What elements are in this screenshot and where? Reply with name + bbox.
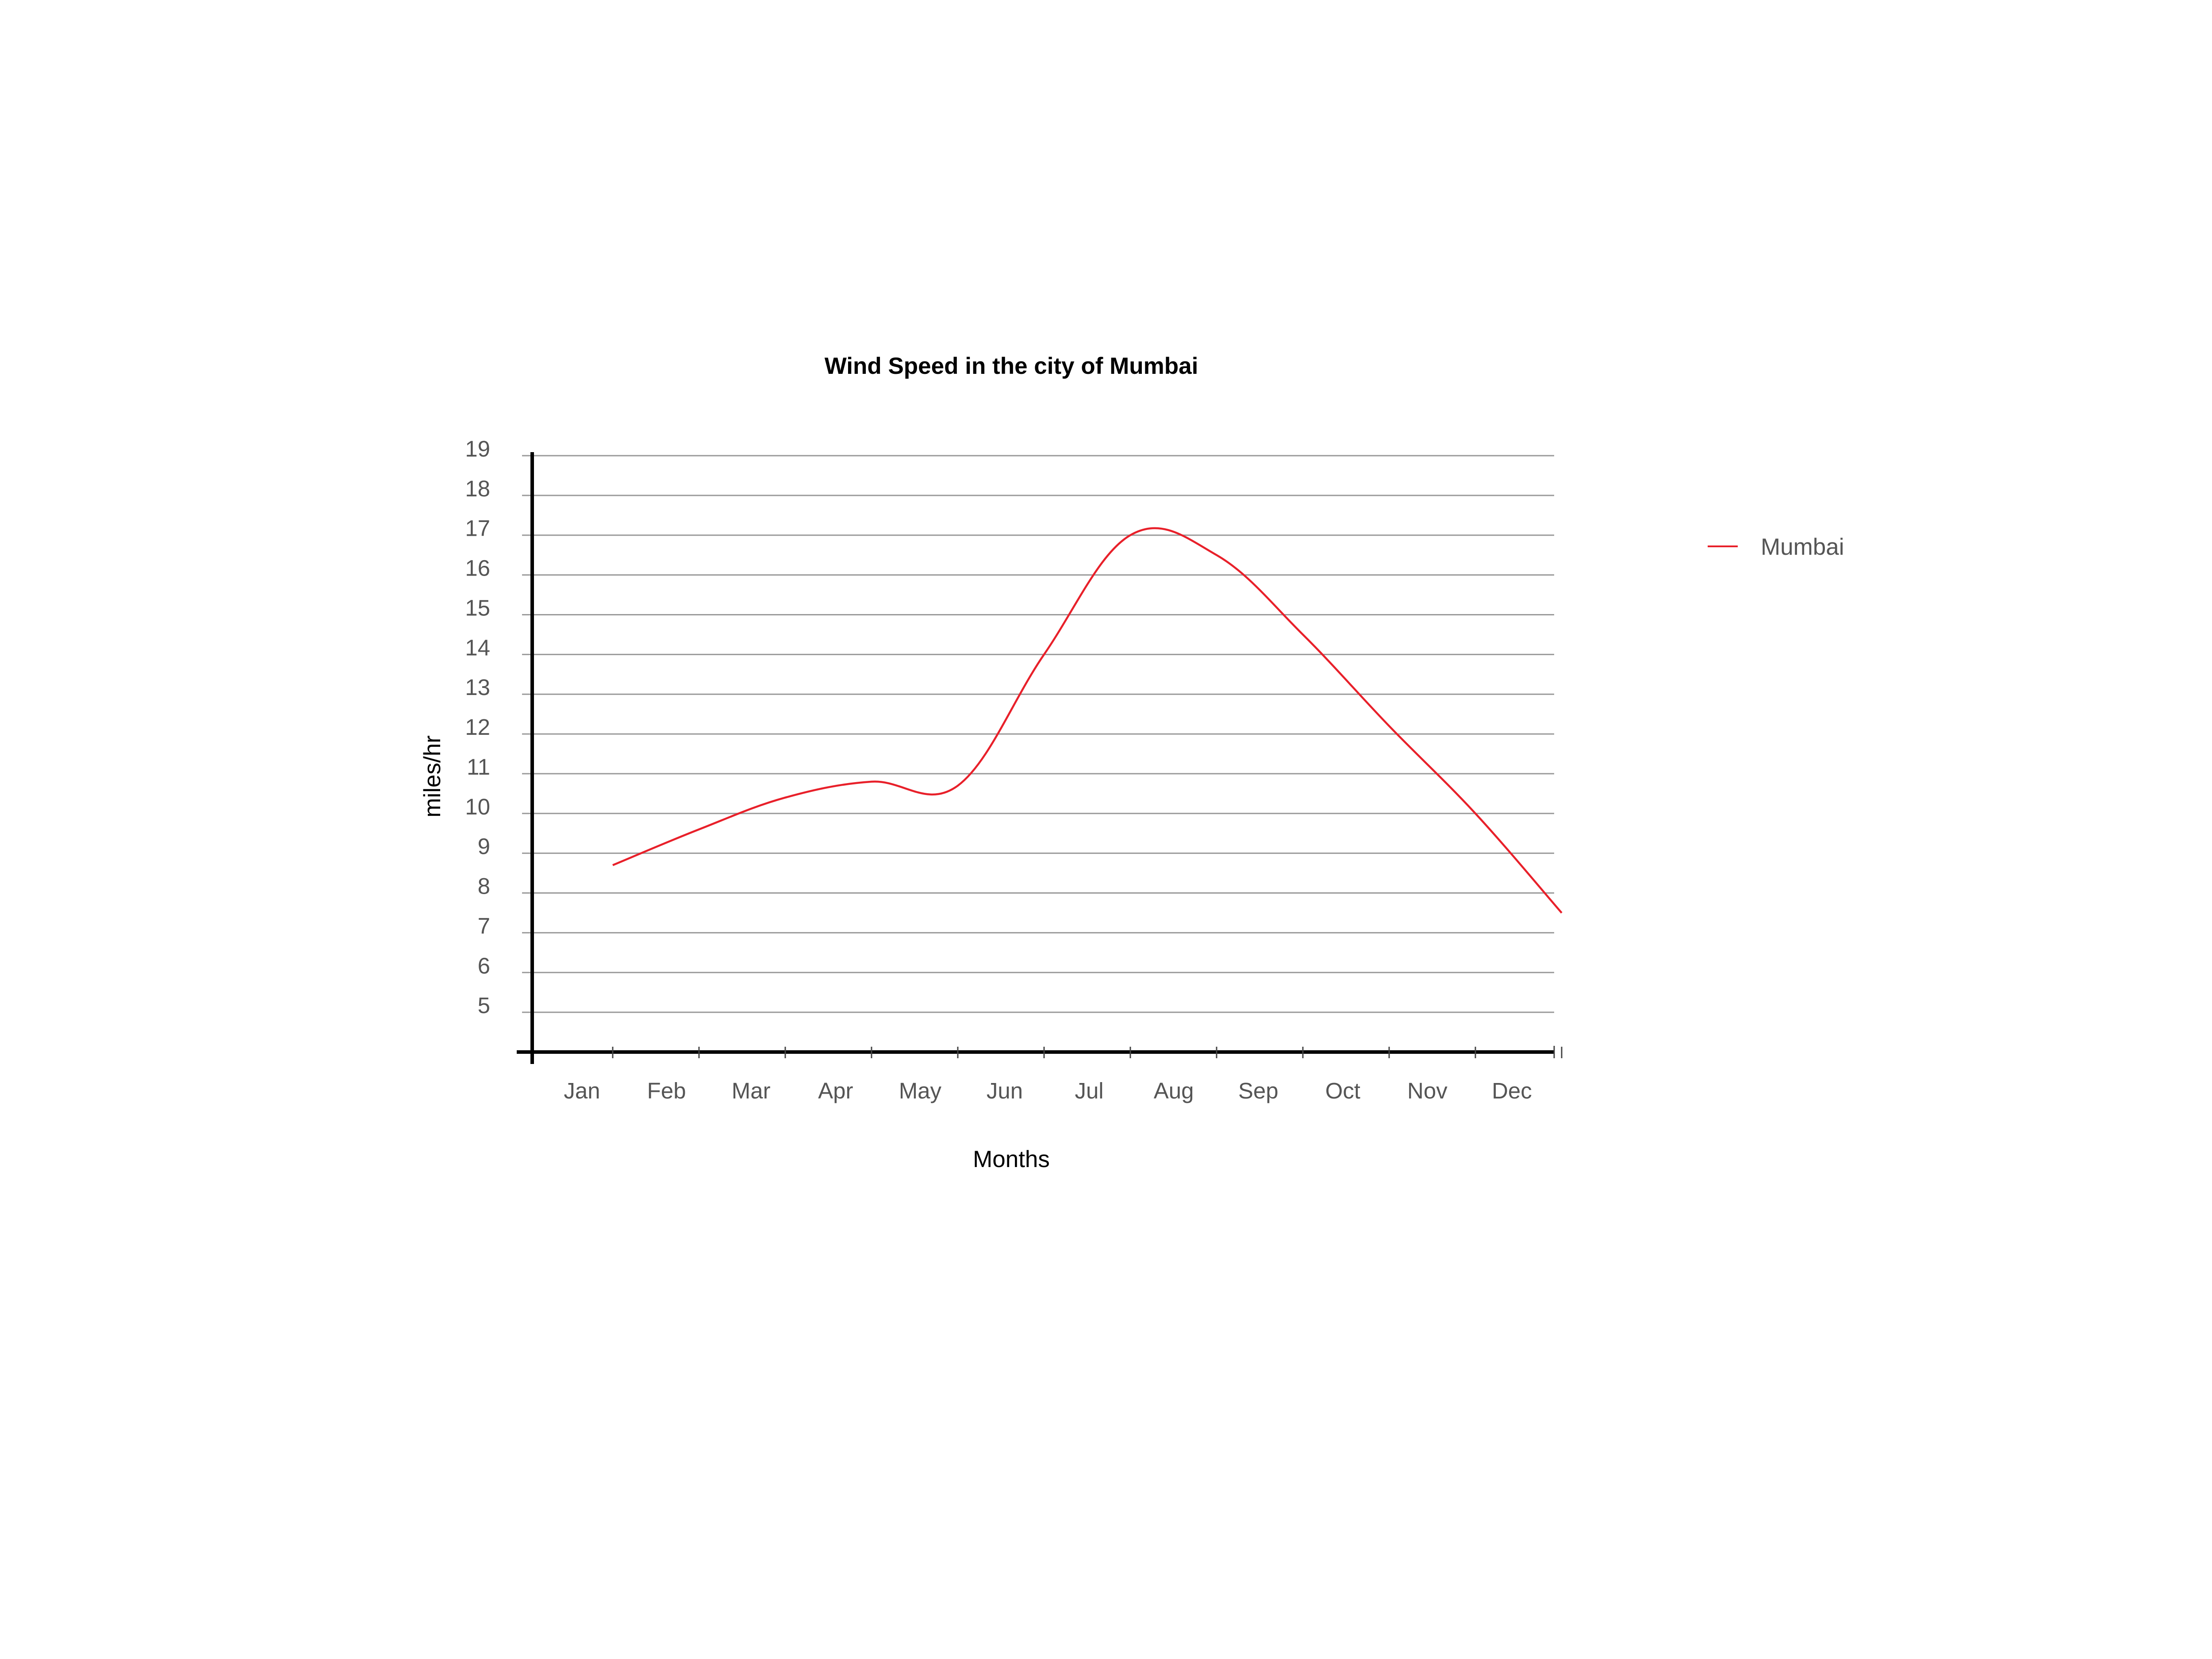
x-tick-label: Apr: [818, 1078, 853, 1103]
series-line-mumbai: [612, 527, 1563, 914]
y-tick-label: 5: [478, 993, 490, 1018]
x-tick-label: Jun: [987, 1078, 1023, 1103]
y-tick-label: 8: [478, 874, 490, 899]
series: [612, 527, 1563, 914]
axes: [517, 452, 1554, 1064]
y-tick-label: 14: [465, 635, 490, 660]
x-ticks: [612, 1046, 1563, 1058]
chart-title: Wind Speed in the city of Mumbai: [825, 353, 1198, 379]
x-axis-title: Months: [973, 1146, 1050, 1172]
y-axis-title: miles/hr: [419, 735, 445, 818]
x-tick-label: Oct: [1325, 1078, 1360, 1103]
legend-label-mumbai: Mumbai: [1761, 534, 1844, 560]
legend: Mumbai: [1708, 534, 1844, 560]
x-tick-label: Feb: [647, 1078, 686, 1103]
y-tick-label: 7: [478, 913, 490, 938]
x-tick-label: Sep: [1238, 1078, 1279, 1103]
y-tick-label: 6: [478, 953, 490, 978]
x-tick-label: Nov: [1407, 1078, 1448, 1103]
y-tick-label: 11: [467, 754, 490, 780]
x-tick-label: Jan: [564, 1078, 600, 1103]
y-tick-label: 12: [465, 714, 490, 740]
y-tick-label: 15: [465, 595, 490, 620]
x-tick-label: May: [899, 1078, 942, 1103]
y-tick-label: 16: [465, 556, 490, 581]
x-tick-label: Dec: [1492, 1078, 1532, 1103]
x-tick-label: Jul: [1075, 1078, 1103, 1103]
x-tick-label: Mar: [732, 1078, 771, 1103]
gridlines: [522, 455, 1554, 1013]
x-tick-labels: Jan Feb Mar Apr May Jun Jul Aug Sep Oct Nov Dec: [564, 1078, 1532, 1103]
x-tick-label: Aug: [1154, 1078, 1194, 1103]
y-tick-label: 17: [465, 516, 490, 541]
y-tick-label: 18: [465, 476, 490, 501]
y-tick-label: 19: [465, 436, 490, 461]
y-tick-label: 13: [465, 675, 490, 700]
y-tick-labels: 5 6 7 8 9 10 11 12 13 14 15 16 17 18 19: [465, 436, 490, 1018]
y-tick-label: 10: [465, 794, 490, 819]
y-tick-label: 9: [478, 834, 490, 859]
